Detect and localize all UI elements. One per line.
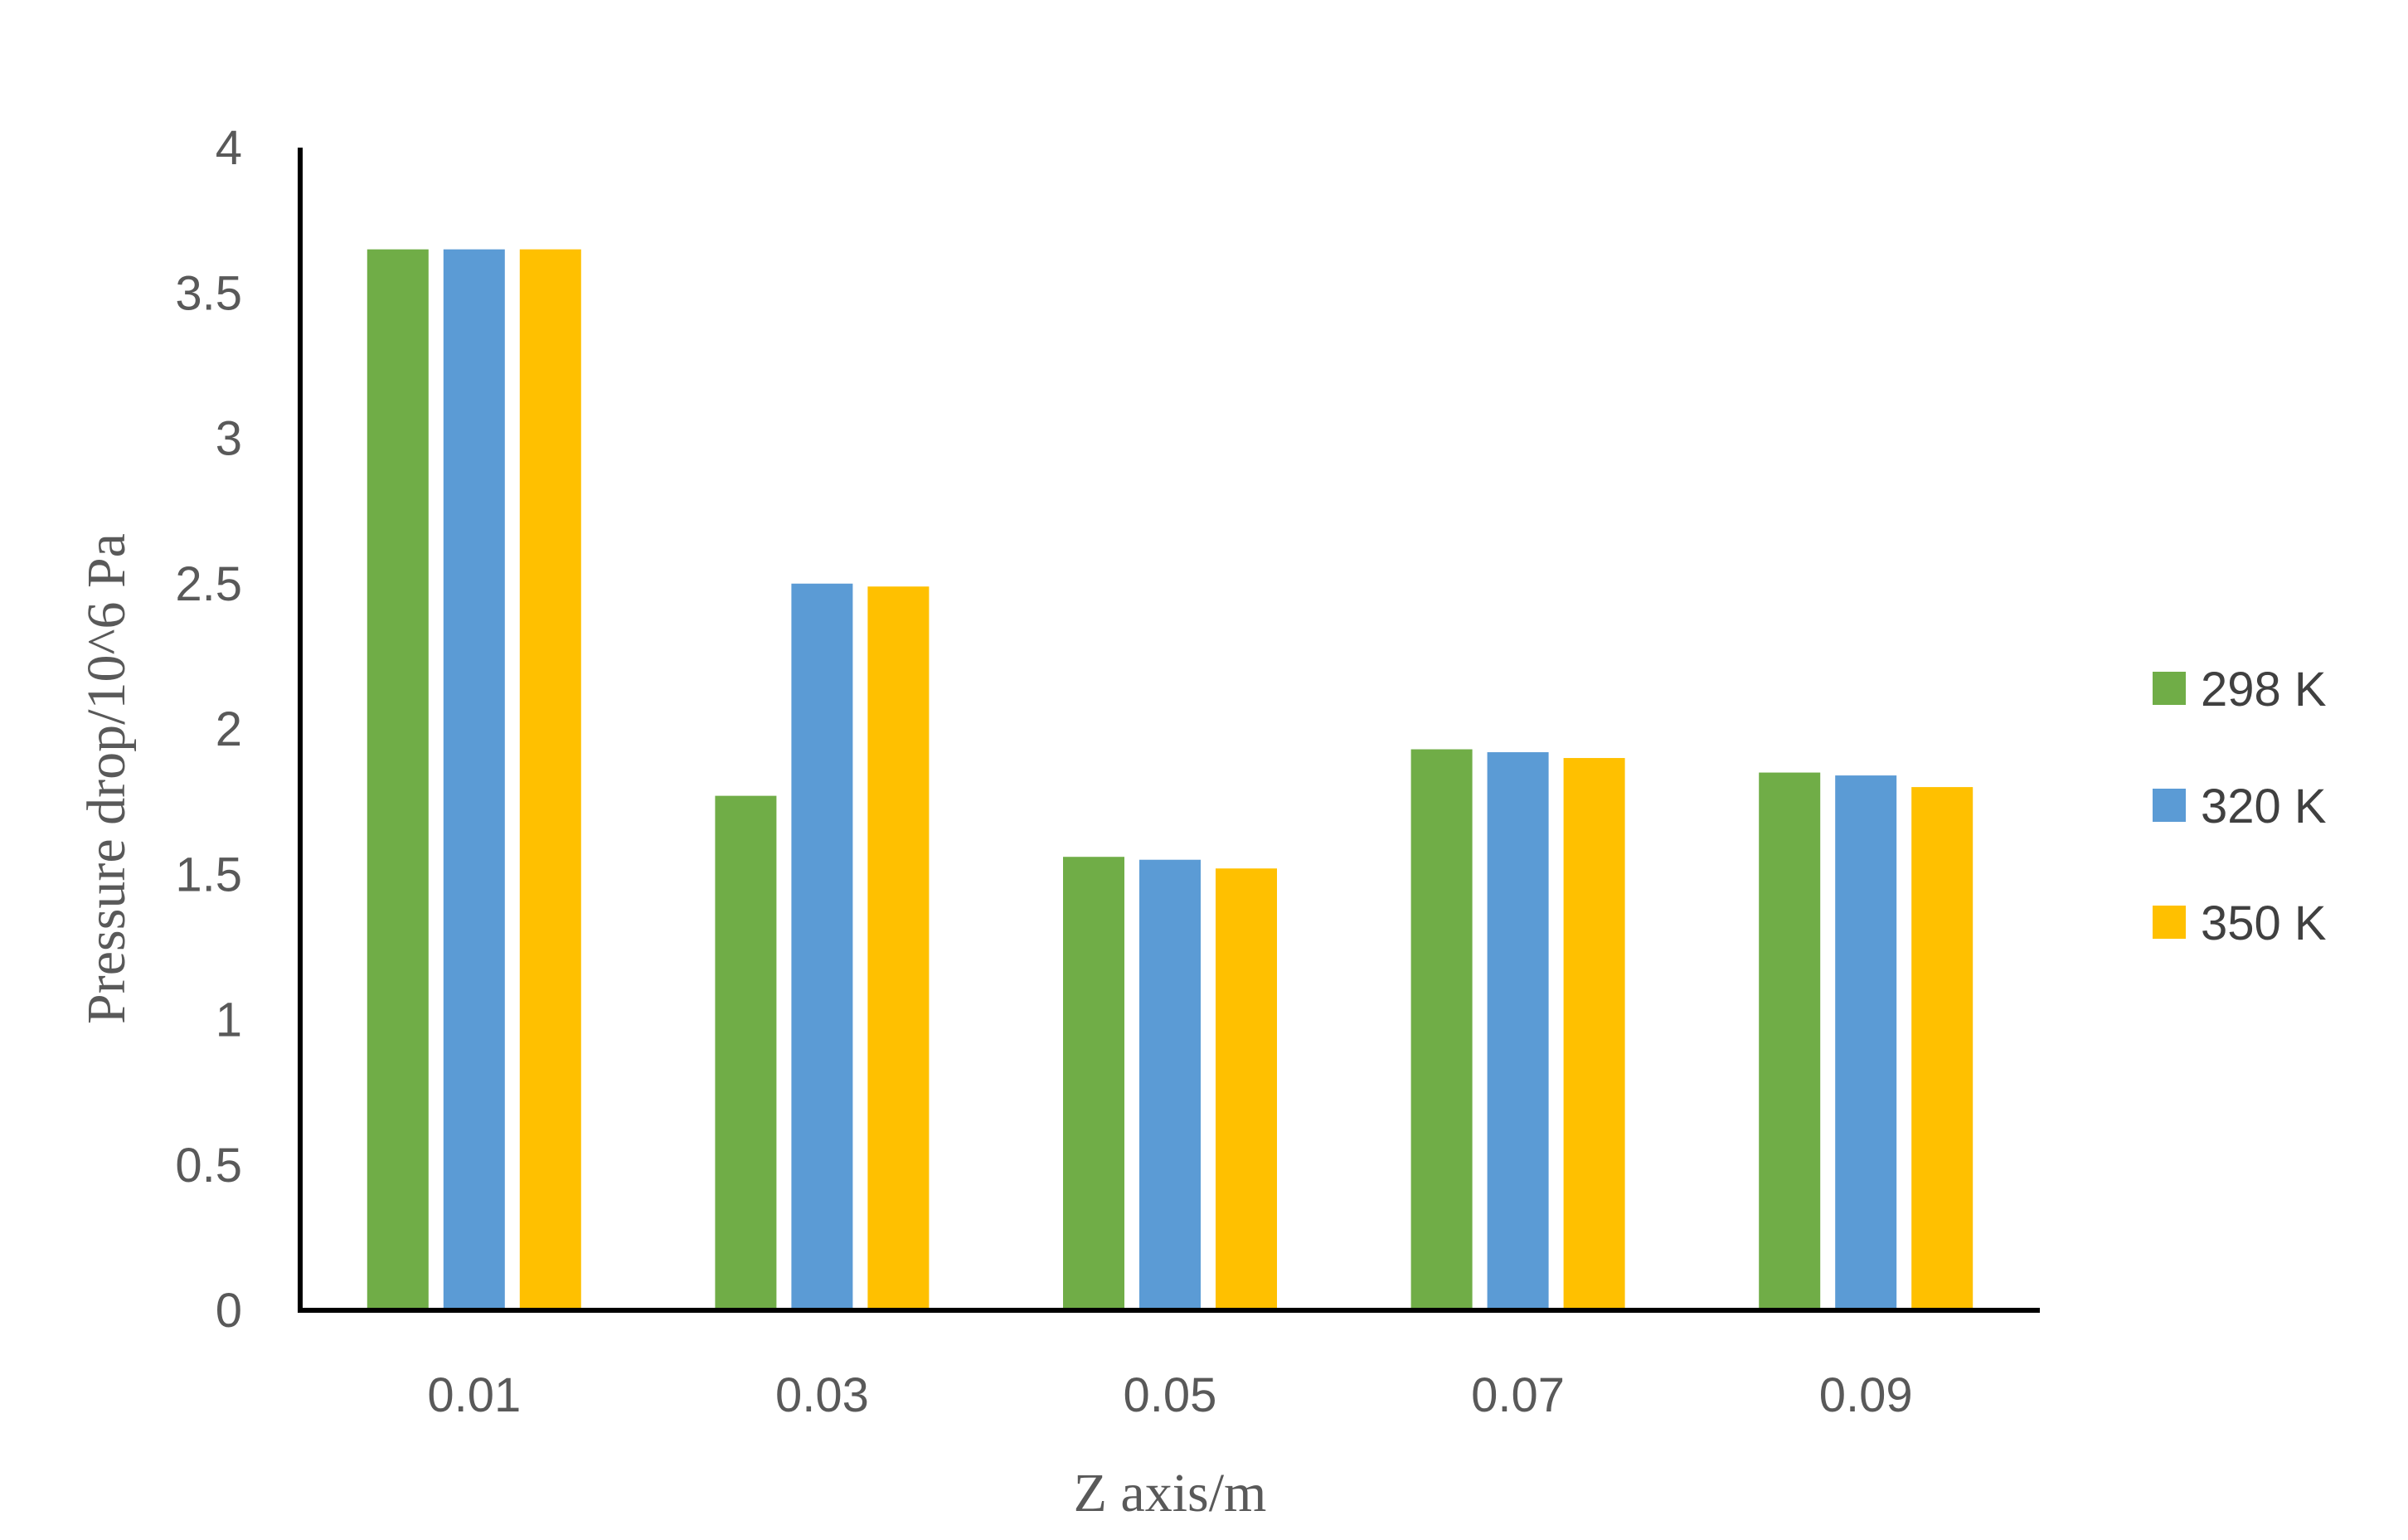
x-tick-label: 0.07	[1471, 1368, 1565, 1422]
y-tick-label: 2.5	[175, 557, 242, 611]
y-tick-label: 0	[216, 1284, 242, 1338]
legend-swatch	[2153, 906, 2186, 939]
bar-298-k-0.03	[715, 795, 777, 1310]
legend-label: 320 K	[2201, 780, 2327, 833]
bar-298-k-0.09	[1759, 772, 1821, 1310]
x-tick-label: 0.03	[775, 1368, 869, 1422]
y-tick-label: 3.5	[175, 266, 242, 320]
bar-350-k-0.09	[1911, 787, 1973, 1310]
legend-label: 298 K	[2201, 663, 2327, 717]
axes-layer	[298, 148, 2040, 1313]
bar-350-k-0.07	[1563, 758, 1625, 1310]
bar-320-k-0.09	[1835, 775, 1897, 1310]
x-tick-label: 0.09	[1819, 1368, 1913, 1422]
bars-layer	[367, 249, 1973, 1310]
bar-350-k-0.03	[867, 586, 930, 1310]
y-tick-labels: 0 0.5 1 1.5 2 2.5 3 3.5 4	[175, 121, 242, 1338]
x-tick-label: 0.01	[427, 1368, 521, 1422]
bar-320-k-0.05	[1139, 859, 1201, 1310]
bar-320-k-0.01	[443, 249, 505, 1310]
legend-swatch	[2153, 789, 2186, 822]
bar-350-k-0.01	[519, 249, 581, 1310]
y-tick-label: 1	[216, 993, 242, 1047]
x-tick-labels: 0.01 0.03 0.05 0.07 0.09	[427, 1368, 1912, 1422]
y-tick-label: 2	[216, 702, 242, 756]
legend-swatch	[2153, 672, 2186, 705]
legend: 298 K 320 K 350 K	[2153, 663, 2327, 950]
bar-320-k-0.07	[1487, 752, 1549, 1310]
y-tick-label: 0.5	[175, 1139, 242, 1193]
bar-320-k-0.03	[791, 583, 853, 1310]
y-tick-label: 1.5	[175, 848, 242, 901]
bar-350-k-0.05	[1216, 868, 1277, 1310]
y-tick-label: 3	[216, 412, 242, 466]
legend-label: 350 K	[2201, 896, 2327, 950]
x-axis-title: Z axis/m	[1074, 1463, 1267, 1523]
x-tick-label: 0.05	[1124, 1368, 1217, 1422]
bar-298-k-0.05	[1063, 857, 1124, 1310]
y-tick-label: 4	[216, 121, 242, 175]
bar-298-k-0.01	[367, 249, 429, 1310]
bar-298-k-0.07	[1410, 749, 1473, 1310]
y-axis-title: Pressure drop/10^6 Pa	[76, 533, 137, 1024]
